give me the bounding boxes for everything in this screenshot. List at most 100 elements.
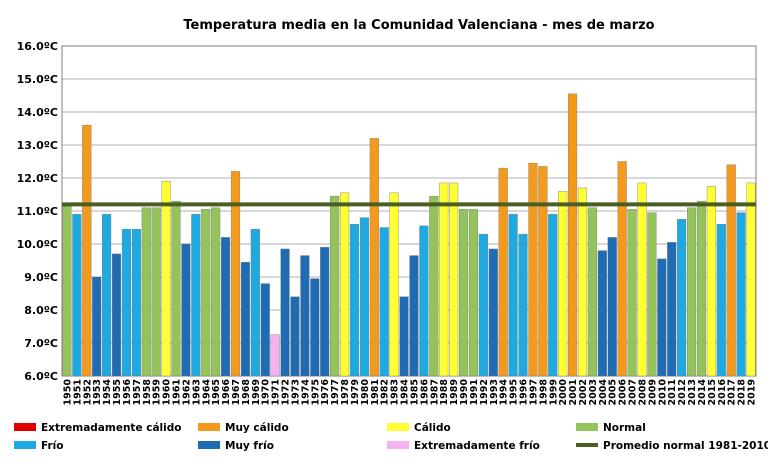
y-tick-label: 12.0ºC — [17, 172, 58, 185]
y-tick-label: 6.0ºC — [24, 370, 58, 383]
x-tick-label: 1959 — [152, 379, 163, 405]
x-tick-label: 1952 — [82, 379, 93, 405]
x-tick-label: 2010 — [657, 379, 668, 406]
y-tick-label: 8.0ºC — [24, 304, 58, 317]
x-tick-label: 2002 — [578, 379, 589, 405]
x-tick-label: 1999 — [548, 379, 559, 405]
x-tick-label: 2004 — [598, 379, 609, 406]
x-tick-label: 1965 — [211, 379, 222, 405]
bar-2010 — [657, 258, 667, 377]
bar-1959 — [151, 207, 161, 377]
bar-2011 — [667, 242, 677, 377]
x-tick-label: 2001 — [568, 379, 579, 405]
x-tick-label: 1954 — [102, 379, 113, 406]
x-tick-label: 1980 — [360, 379, 371, 406]
legend-swatch — [576, 423, 598, 431]
x-tick-label: 2016 — [717, 379, 728, 406]
bar-2015 — [706, 186, 716, 377]
x-tick-label: 1982 — [380, 379, 391, 405]
x-tick-label: 1981 — [370, 379, 381, 405]
bar-2017 — [726, 164, 736, 377]
x-tick-label: 1975 — [310, 379, 321, 405]
x-tick-label: 1995 — [509, 379, 520, 405]
bar-2008 — [637, 182, 647, 377]
legend-label: Cálido — [414, 422, 451, 434]
bar-1997 — [528, 162, 538, 377]
x-tick-label: 1960 — [162, 379, 173, 406]
y-tick-label: 9.0ºC — [24, 271, 58, 284]
x-tick-label: 1955 — [112, 379, 123, 405]
bar-1974 — [300, 255, 310, 377]
x-tick-label: 1993 — [489, 379, 500, 405]
bar-2013 — [687, 207, 697, 377]
y-tick-label: 10.0ºC — [17, 238, 58, 251]
x-tick-label: 1989 — [449, 379, 460, 405]
x-tick-label: 1972 — [281, 379, 292, 405]
x-tick-label: 1976 — [320, 379, 331, 406]
legend-label: Promedio normal 1981-2010 — [603, 440, 768, 452]
x-tick-label: 1992 — [479, 379, 490, 405]
bar-1964 — [201, 209, 211, 377]
bar-1996 — [518, 233, 528, 377]
bar-2005 — [607, 237, 617, 377]
x-tick-label: 1996 — [519, 379, 530, 406]
x-tick-label: 2000 — [558, 379, 569, 406]
x-tick-label: 1971 — [271, 379, 282, 405]
bar-1950 — [62, 204, 72, 377]
x-tick-label: 1953 — [92, 379, 103, 405]
bar-1956 — [121, 228, 132, 377]
y-axis-ticks: 6.0ºC 7.0ºC 8.0ºC 9.0ºC 10.0ºC 11.0ºC 12.0ºC 13… — [17, 40, 58, 383]
x-tick-label: 1997 — [528, 379, 539, 405]
x-tick-label: 2013 — [687, 379, 698, 405]
bar-2000 — [558, 190, 568, 377]
x-tick-label: 1966 — [221, 379, 232, 406]
bar-1966 — [221, 237, 231, 377]
x-tick-label: 2006 — [618, 379, 629, 406]
bar-2016 — [716, 223, 726, 377]
x-tick-label: 1962 — [181, 379, 192, 405]
x-tick-label: 2003 — [588, 379, 599, 405]
bar-2018 — [736, 212, 746, 377]
x-tick-label: 1969 — [251, 379, 262, 405]
bar-1958 — [141, 207, 151, 377]
x-tick-label: 2009 — [647, 379, 658, 405]
bar-1999 — [548, 214, 558, 377]
bar-1978 — [340, 192, 350, 377]
bar-1973 — [290, 296, 300, 377]
x-tick-label: 1987 — [429, 379, 440, 405]
bar-1952 — [82, 124, 92, 377]
bar-2004 — [597, 250, 607, 377]
bar-1954 — [102, 214, 112, 377]
bar-2012 — [677, 219, 687, 377]
legend-swatch — [14, 441, 36, 449]
bar-1957 — [131, 228, 141, 377]
bar-1955 — [111, 253, 122, 377]
bar-2019 — [746, 182, 756, 377]
bar-2006 — [617, 161, 627, 377]
chart-title: Temperatura media en la Comunidad Valenc… — [183, 18, 654, 33]
y-tick-label: 13.0ºC — [17, 139, 58, 152]
bar-1998 — [538, 166, 548, 377]
x-tick-label: 2018 — [737, 379, 748, 406]
bar-1988 — [439, 182, 449, 377]
x-tick-label: 1977 — [330, 379, 341, 405]
bar-1976 — [320, 247, 330, 377]
bars — [62, 93, 756, 377]
bar-1984 — [399, 296, 409, 377]
x-axis-ticks: 1950195119521953195419551956195719581959… — [62, 379, 757, 406]
bar-2001 — [568, 93, 578, 377]
legend-label: Muy frío — [225, 440, 274, 452]
x-tick-label: 1958 — [142, 379, 153, 406]
x-tick-label: 2017 — [727, 379, 738, 405]
x-tick-label: 1994 — [499, 379, 510, 406]
x-tick-label: 2014 — [697, 379, 708, 406]
x-tick-label: 1984 — [400, 379, 411, 406]
legend: Extremadamente cálido Muy cálido Cálido Nor… — [14, 422, 768, 452]
bar-1977 — [330, 195, 340, 377]
bar-1971 — [270, 334, 280, 377]
bar-1980 — [359, 217, 369, 377]
bar-1993 — [488, 248, 498, 377]
bar-1969 — [250, 228, 260, 377]
bar-1989 — [449, 182, 459, 377]
bar-1961 — [171, 200, 181, 377]
